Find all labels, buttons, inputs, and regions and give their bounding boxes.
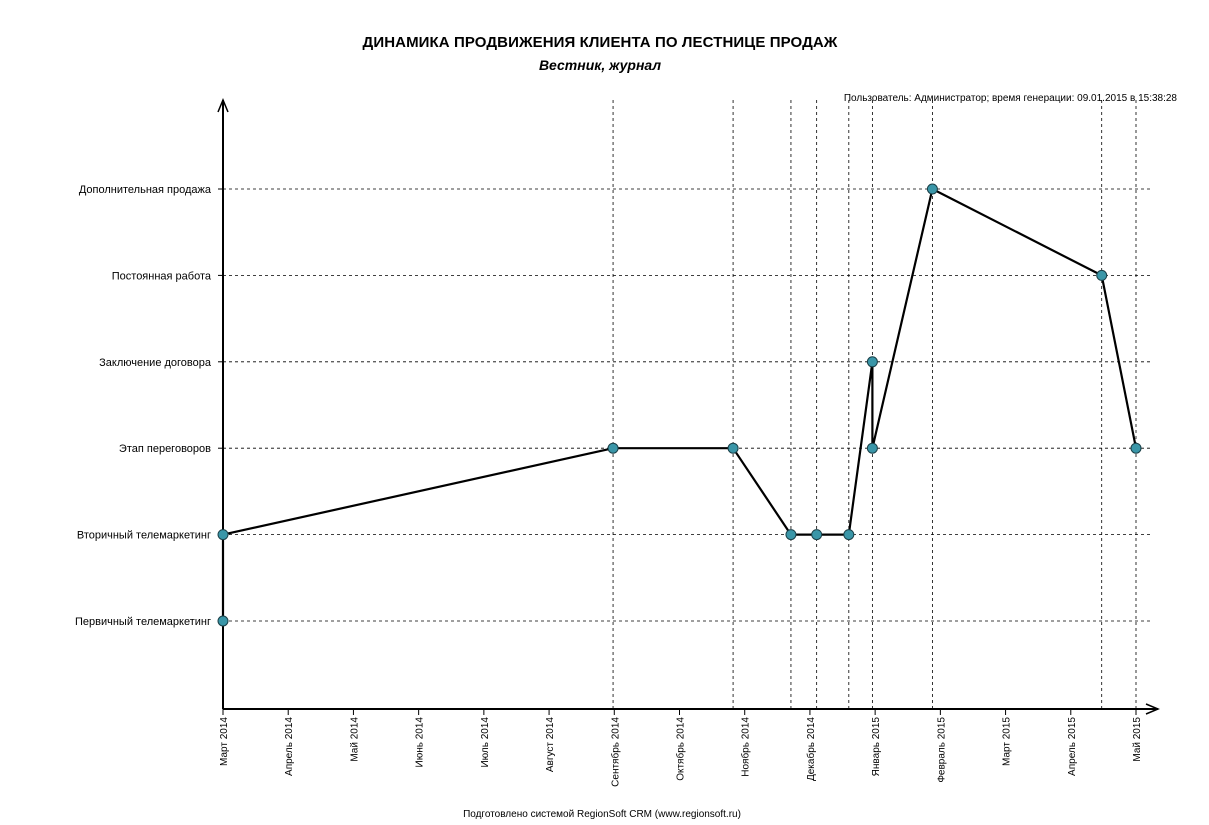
x-tick-label: Март 2014: [219, 717, 230, 766]
y-tick-label: Вторичный телемаркетинг: [77, 530, 211, 542]
series-layer: [217, 183, 1142, 627]
y-tick-label: Дополнительная продажа: [79, 184, 212, 196]
footer-credit: Подготовлено системой RegionSoft CRM (ww…: [463, 809, 741, 820]
x-tick-label: Ноябрь 2014: [740, 717, 752, 777]
generation-info: Пользователь: Администратор; время генер…: [843, 93, 1177, 104]
y-tick-label: Постоянная работа: [112, 270, 212, 282]
x-tick-label: Май 2014: [349, 717, 360, 762]
x-tick-label: Январь 2015: [871, 717, 882, 777]
x-tick-label: Октябрь 2014: [675, 717, 687, 781]
y-tick-label: Первичный телемаркетинг: [75, 616, 211, 628]
data-point: [217, 615, 229, 627]
data-point: [607, 442, 619, 454]
x-tick-label: Май 2015: [1132, 717, 1143, 762]
y-axis-arrow: [217, 98, 229, 113]
data-point: [785, 529, 797, 541]
x-tick-label: Февраль 2015: [936, 717, 947, 783]
x-tick-label: Март 2015: [1002, 717, 1013, 766]
y-axis-labels: Первичный телемаркетинг Вторичный телемар…: [75, 184, 212, 628]
y-tick-label: Этап переговоров: [119, 443, 211, 455]
data-point: [843, 529, 855, 541]
data-point: [811, 529, 823, 541]
chart-title: ДИНАМИКА ПРОДВИЖЕНИЯ КЛИЕНТА ПО ЛЕСТНИЦЕ…: [362, 34, 838, 51]
x-axis-labels: Март 2014 Апрель 2014 Май 2014 Июнь 2014 Июл…: [219, 717, 1143, 787]
x-tick-label: Декабрь 2014: [805, 717, 817, 781]
y-tick-label: Заключение договора: [99, 357, 212, 369]
data-point: [1130, 442, 1142, 454]
data-point: [866, 356, 878, 368]
x-tick-label: Июнь 2014: [415, 717, 426, 768]
x-tick-label: Июль 2014: [480, 717, 491, 768]
series-line: [221, 187, 1138, 621]
data-point: [1096, 269, 1108, 281]
x-tick-label: Апрель 2014: [284, 717, 295, 776]
data-point: [866, 442, 878, 454]
data-point: [727, 442, 739, 454]
chart-subtitle: Вестник, журнал: [538, 57, 662, 73]
x-axis-arrow: [1145, 703, 1160, 715]
axis-layer: [217, 98, 1160, 715]
x-tick-label: Сентябрь 2014: [609, 717, 621, 787]
grid-layer: [223, 100, 1150, 709]
x-tick-label: Август 2014: [545, 717, 556, 773]
data-point: [217, 529, 229, 541]
x-tick-label: Апрель 2015: [1067, 717, 1078, 776]
data-point: [926, 183, 938, 195]
